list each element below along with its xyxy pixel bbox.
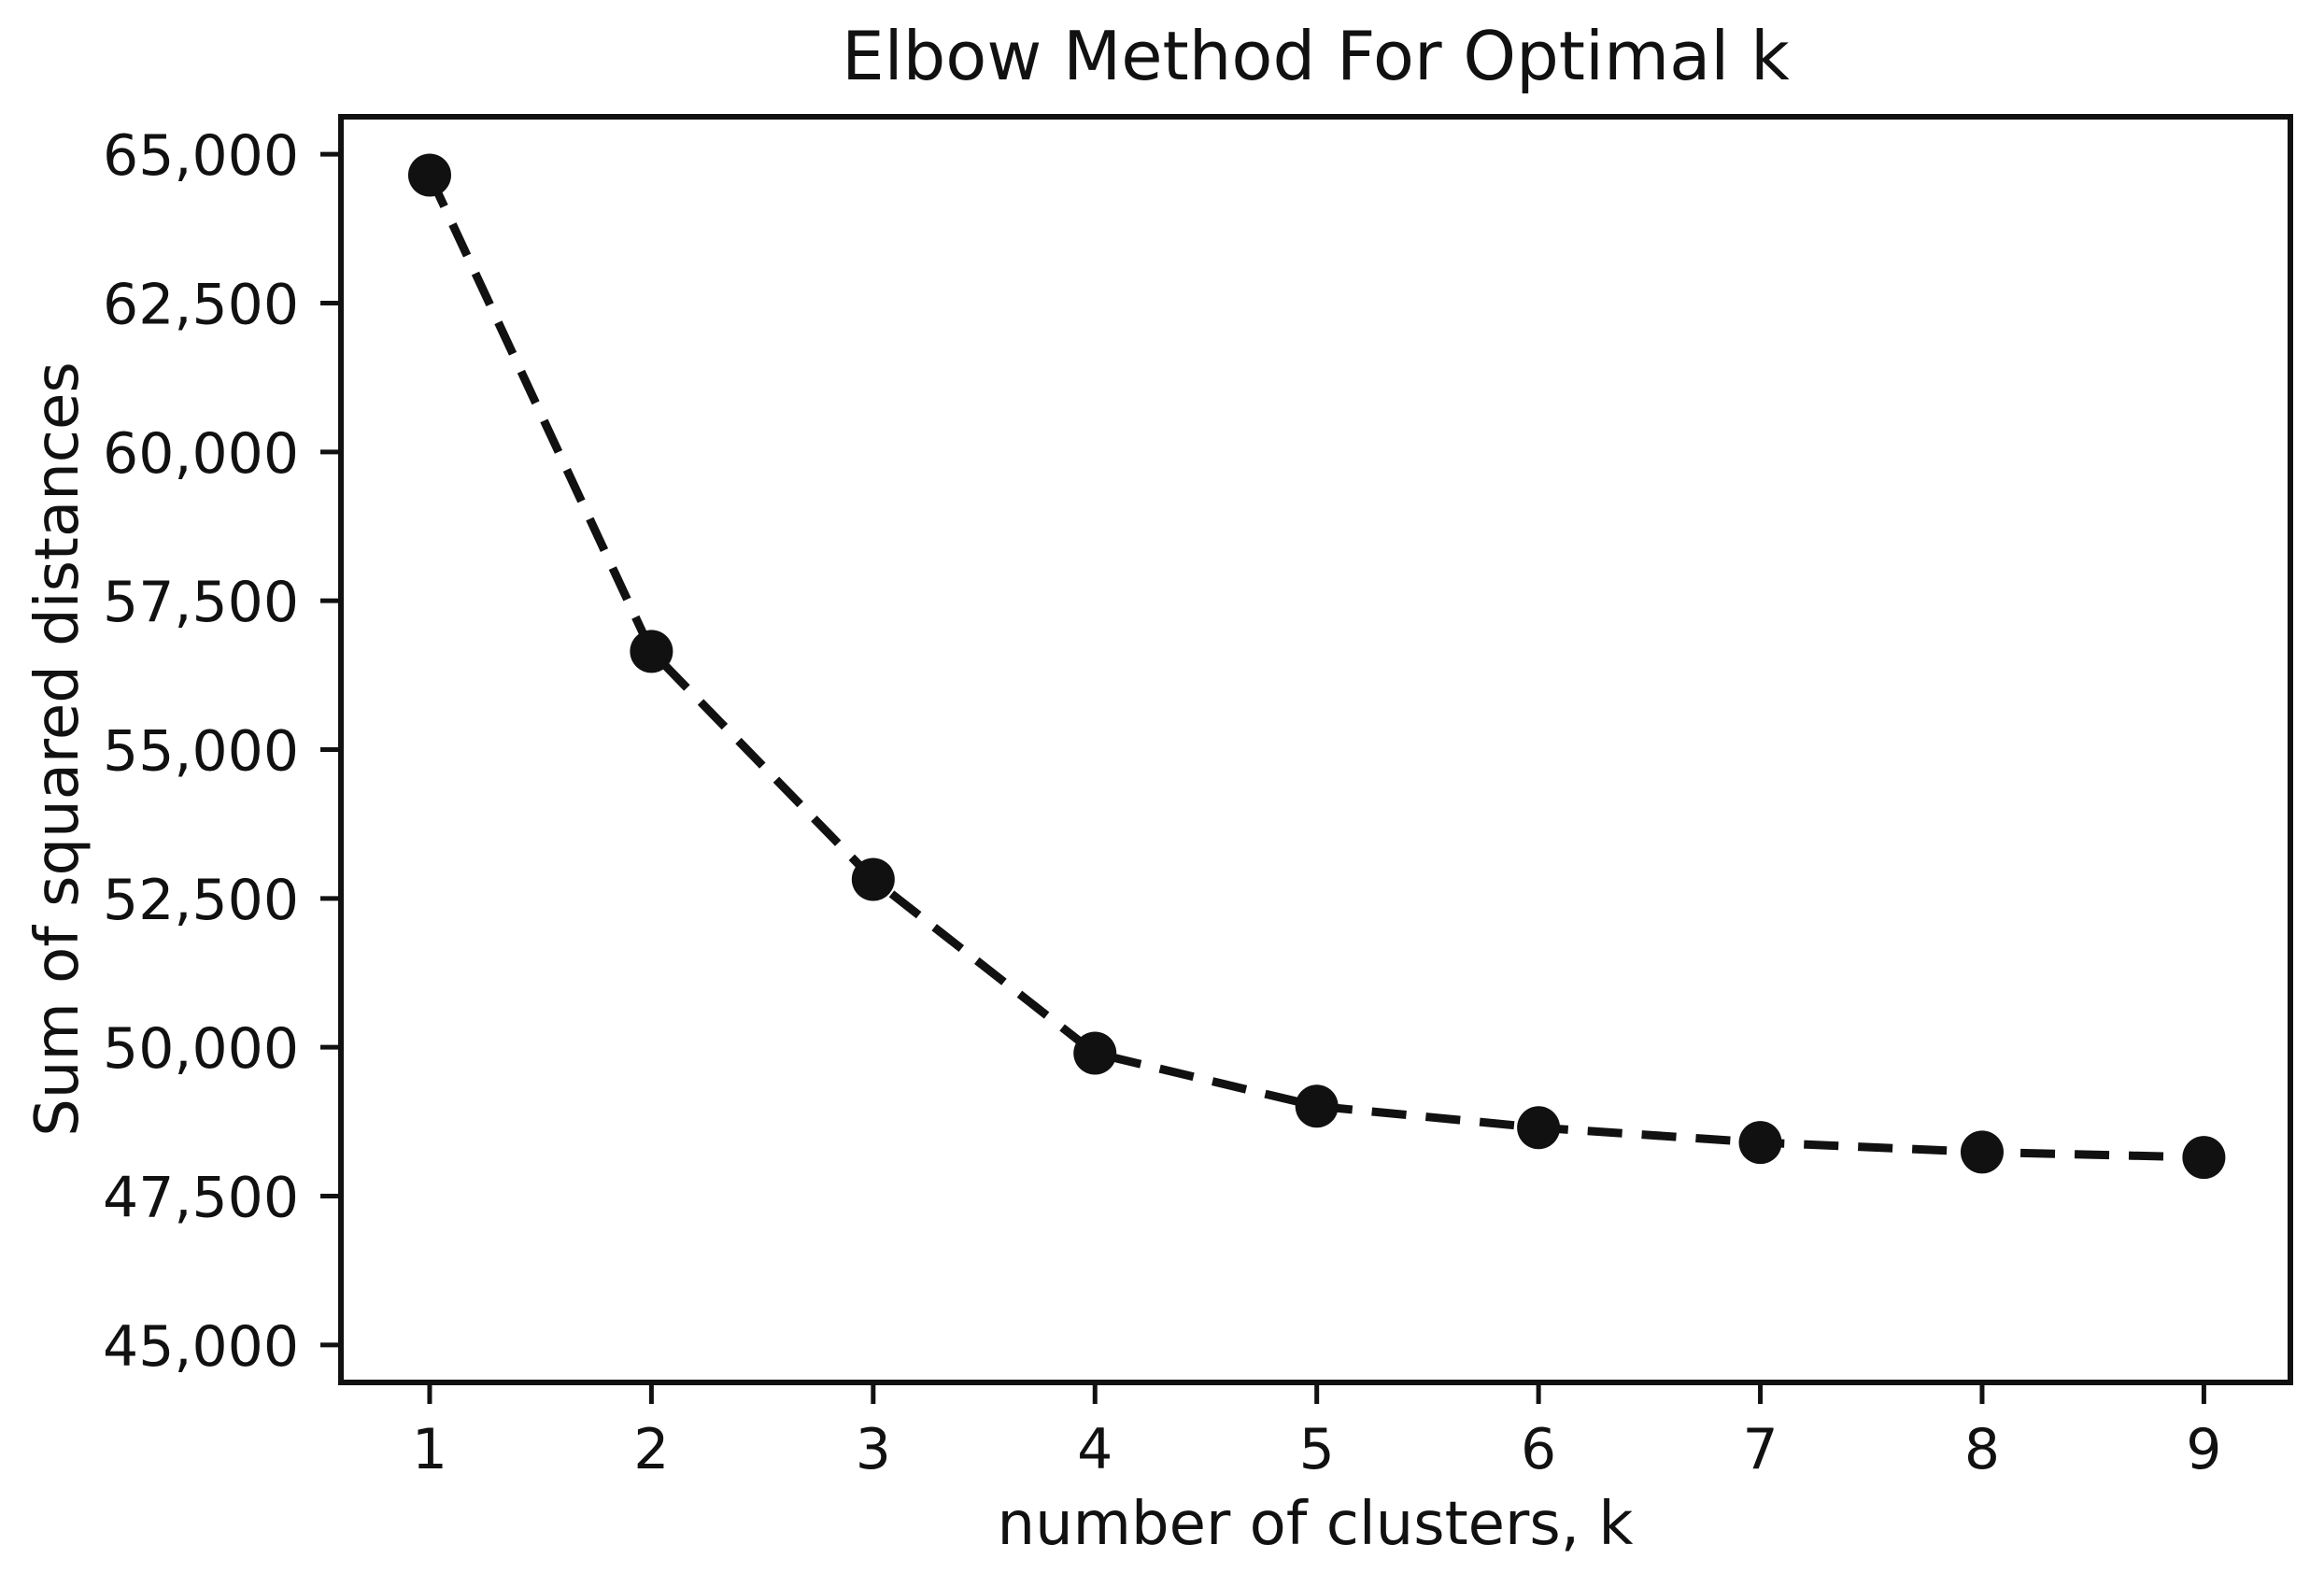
x-tick-label: 3 [856, 1417, 891, 1482]
data-point [1295, 1084, 1339, 1128]
data-point [1738, 1121, 1782, 1165]
data-line [425, 173, 2204, 1162]
y-tick-label: 45,000 [103, 1314, 299, 1380]
x-tick-label: 5 [1299, 1417, 1335, 1482]
x-tick-label: 7 [1742, 1417, 1778, 1482]
chart-title: Elbow Method For Optimal k [842, 17, 1790, 95]
x-tick-label: 2 [633, 1417, 669, 1482]
data-point [630, 630, 673, 673]
data-point [1960, 1130, 2004, 1174]
x-tick-label: 6 [1521, 1417, 1556, 1482]
y-tick-label: 47,500 [103, 1166, 299, 1231]
y-tick-label: 62,500 [103, 272, 299, 337]
data-point [1517, 1106, 1561, 1150]
data-point [1073, 1031, 1117, 1075]
data-point [851, 857, 895, 901]
y-tick-label: 65,000 [103, 123, 299, 189]
x-axis-label: number of clusters, k [997, 1490, 1634, 1559]
x-tick-label: 4 [1077, 1417, 1112, 1482]
y-tick-label: 50,000 [103, 1016, 299, 1082]
y-tick-label: 52,500 [103, 868, 299, 933]
y-tick-label: 60,000 [103, 421, 299, 487]
y-tick-label: 57,500 [103, 570, 299, 635]
x-tick-label: 1 [412, 1417, 447, 1482]
data-point [2182, 1136, 2226, 1180]
y-tick-label: 55,000 [103, 719, 299, 785]
axes-spines [338, 114, 2293, 1385]
x-tick-label: 9 [2186, 1417, 2221, 1482]
data-point [407, 153, 451, 197]
x-tick-label: 8 [1964, 1417, 2000, 1482]
